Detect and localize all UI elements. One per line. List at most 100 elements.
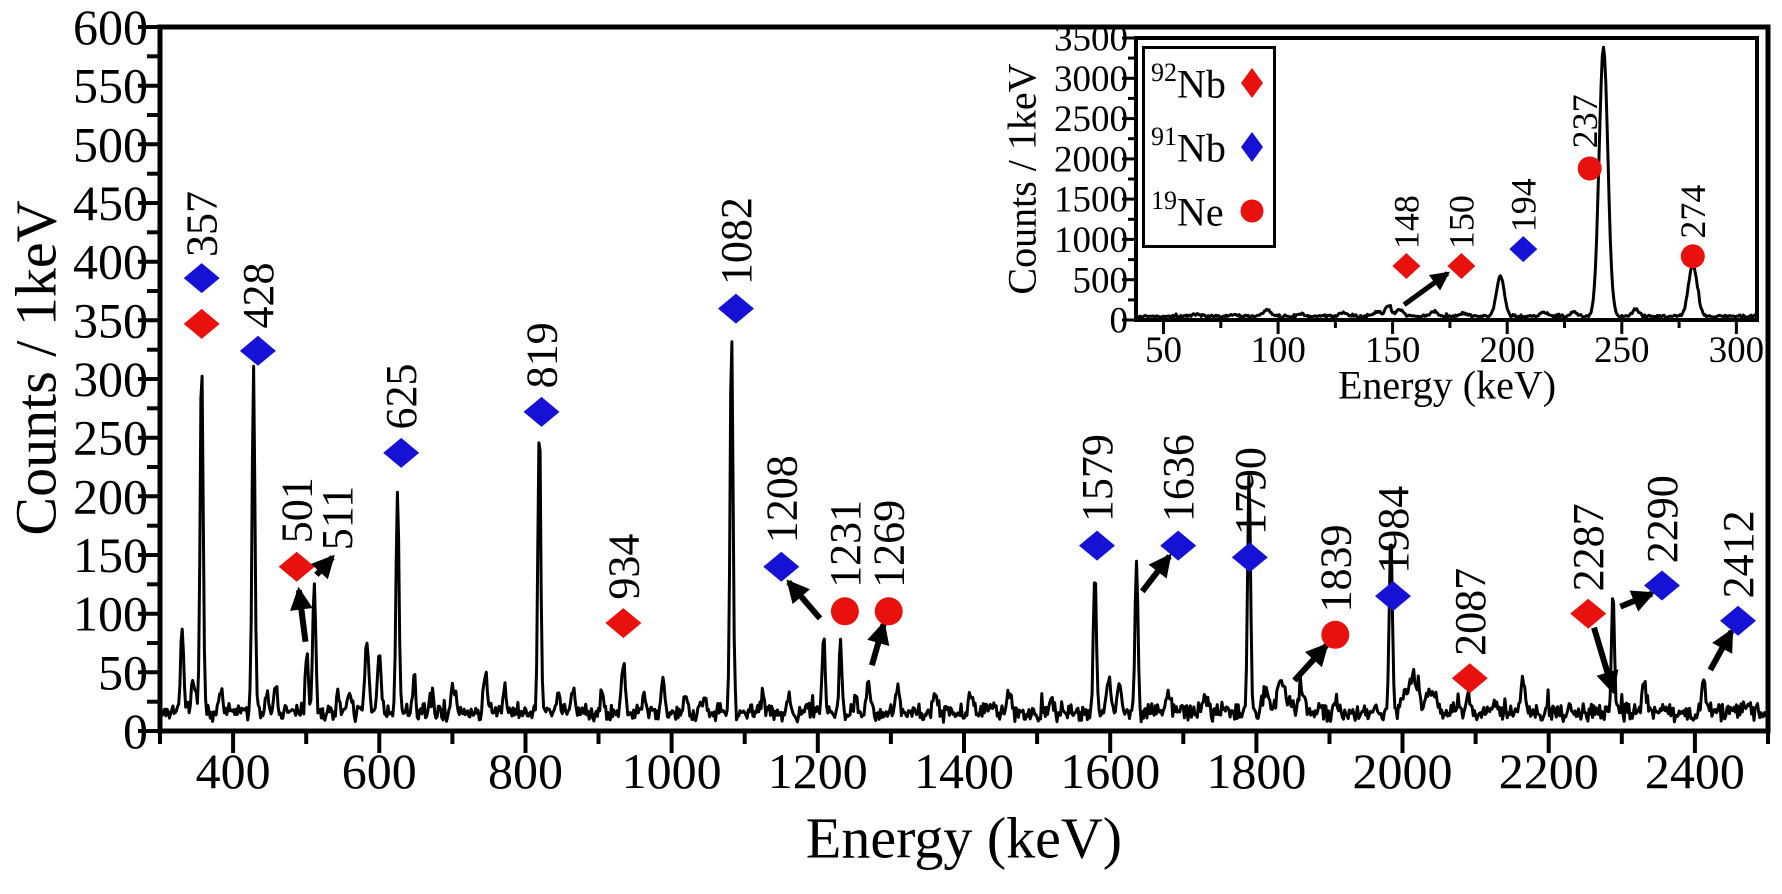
legend-label-19Ne: 19Ne — [1151, 185, 1224, 235]
main-x-tick-label-1600: 1600 — [1060, 743, 1160, 799]
main-y-tick-label-300: 300 — [73, 351, 148, 407]
main-y-tick-label-250: 250 — [73, 410, 148, 466]
marker-91Nb-2290 — [1644, 570, 1680, 601]
main-x-axis-title: Energy (keV) — [805, 805, 1123, 871]
legend-item-19Ne: 19Ne — [1151, 179, 1267, 243]
inset-x-tick-label-150: 150 — [1365, 330, 1421, 371]
arrow-511 — [311, 554, 335, 580]
peak-label-274: 274 — [1673, 185, 1713, 239]
inset-y-tick-label-2500: 2500 — [1054, 99, 1128, 140]
peak-label-1082: 1082 — [712, 197, 761, 285]
peak-label-428: 428 — [234, 263, 283, 329]
arrow-2412 — [1707, 628, 1735, 672]
legend-item-92Nb: 92Nb — [1151, 51, 1267, 115]
legend-label-92Nb: 92Nb — [1151, 57, 1226, 107]
inset-y-tick-label-2000: 2000 — [1054, 139, 1128, 180]
peak-label-150: 150 — [1441, 195, 1481, 249]
marker-91Nb-1984 — [1375, 581, 1411, 612]
arrow-150 — [1402, 271, 1450, 307]
marker-19Ne-1839 — [1321, 620, 1350, 649]
marker-19Ne-237 — [1577, 156, 1602, 181]
marker-19Ne-1269 — [874, 597, 903, 626]
inset-y-axis-title: Counts / 1keV — [999, 63, 1045, 295]
main-x-tick-label-2200: 2200 — [1499, 743, 1599, 799]
inset-y-tick-label-1500: 1500 — [1054, 180, 1128, 221]
main-plot: 400 600 800 1000 1200 1400 1600 1800 2000 2200 240… — [73, 0, 1771, 799]
main-y-tick-label-550: 550 — [73, 58, 148, 114]
19Ne-circle-icon — [1240, 199, 1264, 223]
legend-label-91Nb: 91Nb — [1151, 121, 1226, 171]
marker-92Nb-501 — [278, 551, 315, 582]
marker-91Nb-1636 — [1160, 530, 1197, 561]
marker-91Nb-2412 — [1720, 605, 1756, 636]
marker-91Nb-1208 — [763, 551, 800, 582]
inset-x-axis-title: Energy (keV) — [1337, 362, 1557, 408]
peak-label-194: 194 — [1503, 178, 1543, 232]
main-y-tick-label-600: 600 — [73, 0, 148, 55]
inset-y-tick-label-3000: 3000 — [1054, 59, 1128, 100]
main-ticks: 400 600 800 1000 1200 1400 1600 1800 2000 2200 240… — [73, 0, 1770, 799]
inset-y-tick-label-1000: 1000 — [1054, 220, 1128, 261]
inset-y-tick-label-3500: 3500 — [1054, 19, 1128, 60]
marker-91Nb-357 — [183, 263, 220, 294]
arrow-2287 — [1591, 626, 1619, 695]
main-x-tick-label-1000: 1000 — [622, 743, 722, 799]
peak-label-1579: 1579 — [1073, 434, 1122, 522]
main-x-tick-label-400: 400 — [196, 743, 271, 799]
peak-label-934: 934 — [599, 534, 648, 600]
peak-label-148: 148 — [1386, 195, 1426, 249]
legend-item-91Nb: 91Nb — [1151, 115, 1267, 179]
marker-92Nb-150 — [1447, 253, 1476, 279]
marker-92Nb-2287 — [1570, 598, 1607, 629]
main-x-tick-label-2400: 2400 — [1645, 743, 1745, 799]
inset-ticks: 50 100 150 200 250 30005001000150020002500300… — [1054, 19, 1764, 371]
peak-label-511: 511 — [313, 486, 362, 550]
main-x-tick-label-600: 600 — [342, 743, 417, 799]
inset-y-tick-label-500: 500 — [1073, 260, 1129, 301]
peak-label-2087: 2087 — [1446, 568, 1495, 656]
isotope-legend: 92Nb 91Nb 19Ne — [1142, 46, 1276, 248]
main-x-tick-label-1400: 1400 — [914, 743, 1014, 799]
marker-91Nb-428 — [239, 335, 276, 366]
main-y-axis-title: Counts / 1keV — [3, 200, 69, 536]
arrow-1839 — [1292, 642, 1329, 683]
arrow-501 — [290, 586, 313, 643]
main-frame — [157, 24, 1771, 734]
peak-label-1984: 1984 — [1369, 486, 1418, 574]
peak-label-1231: 1231 — [821, 500, 870, 588]
arrow-1636 — [1139, 553, 1172, 594]
peak-label-237: 237 — [1565, 94, 1605, 148]
marker-91Nb-1082 — [718, 293, 754, 324]
91Nb-diamond-icon — [1241, 132, 1263, 162]
inset-x-tick-label-200: 200 — [1479, 330, 1535, 371]
inset-x-tick-label-300: 300 — [1709, 330, 1765, 371]
marker-91Nb-819 — [523, 396, 560, 427]
marker-91Nb-194 — [1509, 236, 1538, 263]
marker-91Nb-1790 — [1231, 542, 1268, 573]
marker-19Ne-1231 — [830, 597, 859, 626]
main-y-tick-label-150: 150 — [73, 527, 148, 583]
arrow-2290 — [1619, 590, 1655, 612]
marker-92Nb-2087 — [1451, 663, 1488, 694]
inset-x-tick-label-250: 250 — [1594, 330, 1650, 371]
main-x-tick-label-1800: 1800 — [1206, 743, 1306, 799]
peak-label-1790: 1790 — [1226, 447, 1275, 535]
peak-label-2290: 2290 — [1638, 475, 1687, 563]
main-y-tick-label-500: 500 — [73, 116, 148, 172]
marker-91Nb-1579 — [1079, 530, 1115, 561]
main-y-tick-label-450: 450 — [73, 175, 148, 231]
marker-92Nb-934 — [605, 608, 642, 639]
main-y-tick-label-0: 0 — [123, 703, 148, 759]
peak-label-1636: 1636 — [1154, 434, 1203, 522]
main-x-tick-label-2000: 2000 — [1353, 743, 1453, 799]
main-y-tick-label-100: 100 — [73, 586, 148, 642]
main-spectrum-line — [158, 340, 1770, 724]
main-y-tick-label-400: 400 — [73, 234, 148, 290]
inset-x-tick-label-100: 100 — [1250, 330, 1306, 371]
inset-y-tick-label-0: 0 — [1110, 301, 1129, 342]
marker-92Nb-357 — [183, 308, 220, 339]
92Nb-diamond-icon — [1241, 68, 1263, 98]
peak-label-819: 819 — [518, 322, 567, 388]
